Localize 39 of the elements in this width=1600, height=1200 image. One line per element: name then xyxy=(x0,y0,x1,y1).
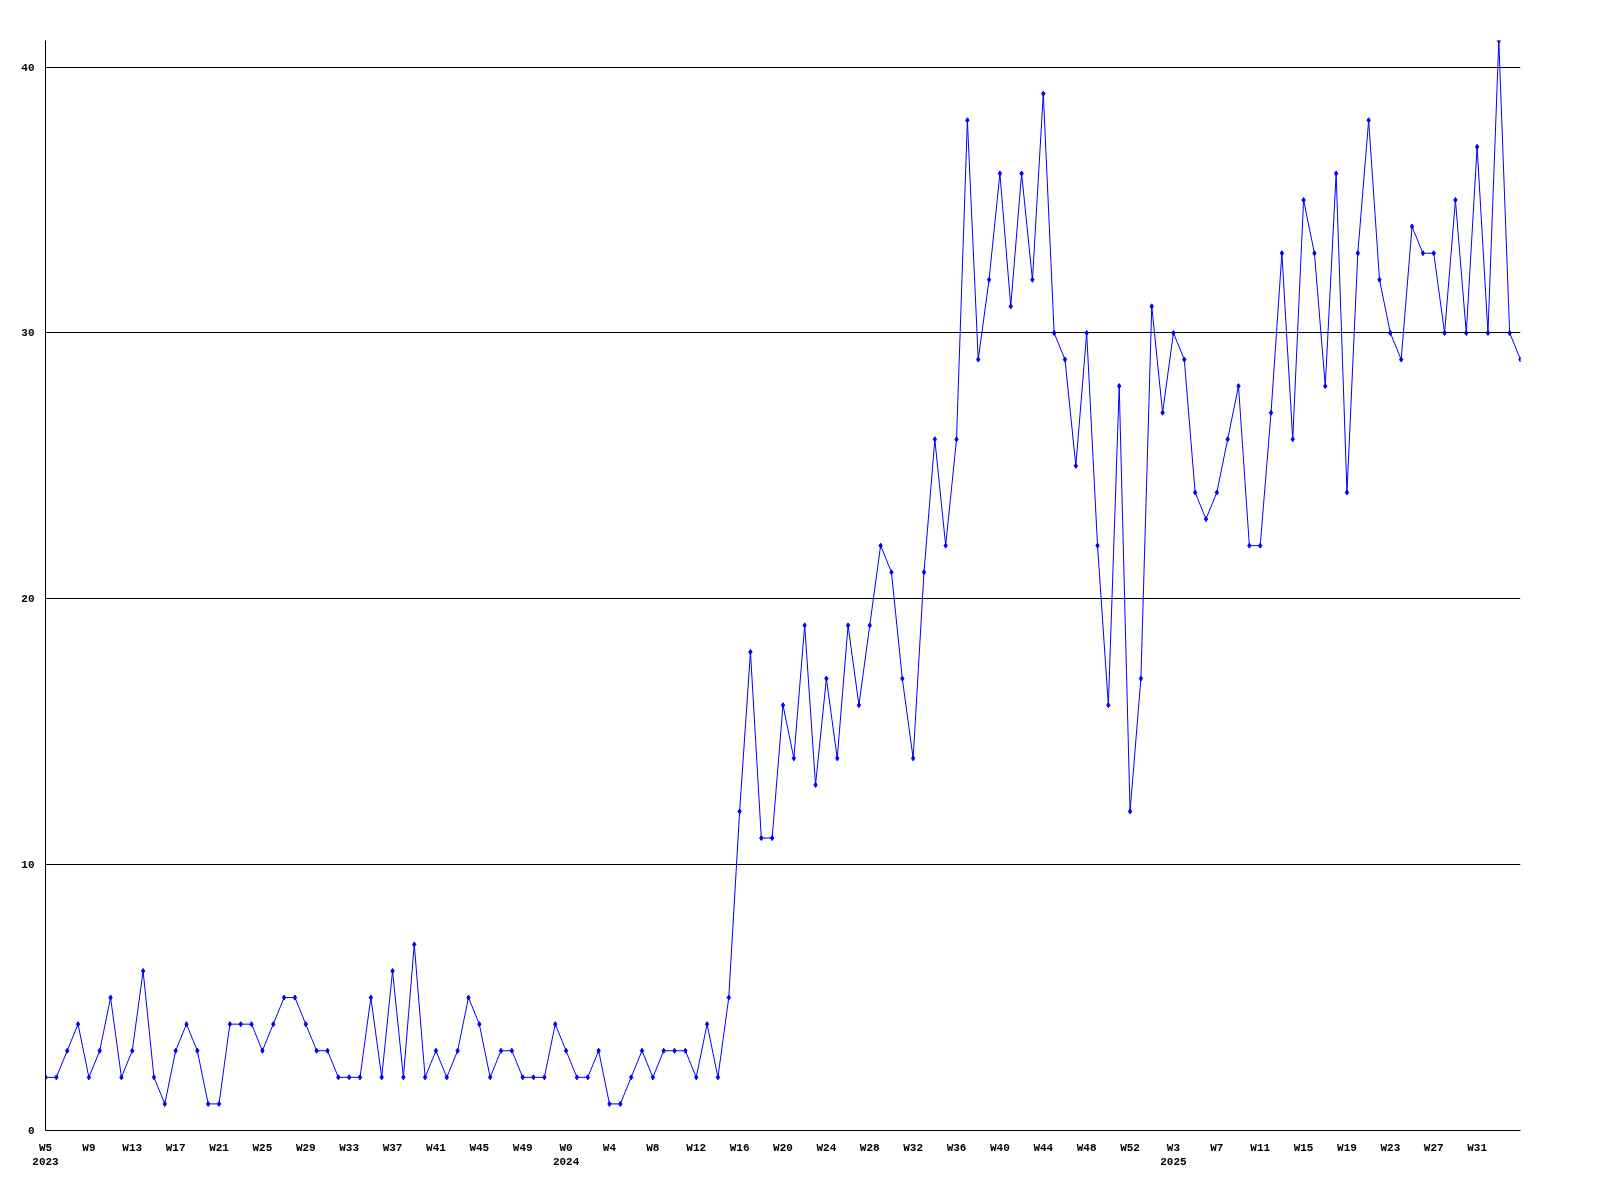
x-tick-label: W4 xyxy=(602,1141,617,1154)
y-tick-label: 0 xyxy=(27,1125,35,1137)
x-tick-label: W52 xyxy=(1120,1141,1140,1154)
y-tick-label: 30 xyxy=(21,327,35,340)
x-tick-label: W9 xyxy=(82,1141,96,1154)
x-tick-label: W37 xyxy=(382,1141,403,1154)
x-tick-label: W33 xyxy=(339,1141,360,1154)
x-tick-label: W48 xyxy=(1076,1141,1097,1154)
y-tick-label: 10 xyxy=(21,859,35,872)
x-tick-label: W13 xyxy=(122,1141,143,1154)
x-tick-label: W12 xyxy=(686,1141,707,1154)
x-tick-label: W40 xyxy=(990,1141,1010,1154)
x-tick-label: W36 xyxy=(946,1141,967,1154)
x-tick-label: W44 xyxy=(1033,1141,1054,1154)
x-tick-label: W16 xyxy=(729,1141,750,1154)
x-tick-label: W21 xyxy=(209,1141,230,1154)
x-tick-label: W8 xyxy=(646,1141,660,1154)
x-tick-label: W45 xyxy=(469,1141,490,1154)
x-tick-label: W41 xyxy=(426,1141,447,1154)
x-tick-label: W0 2024 xyxy=(552,1141,580,1168)
x-tick-label: W15 xyxy=(1293,1141,1314,1154)
x-tick-label: W23 xyxy=(1380,1141,1401,1154)
x-tick-label: W19 xyxy=(1337,1141,1357,1154)
x-tick-label: W3 2025 xyxy=(1160,1141,1188,1168)
x-tick-label: W31 xyxy=(1467,1141,1488,1154)
y-tick-label: 40 xyxy=(21,61,35,74)
x-tick-label: W25 xyxy=(252,1141,273,1154)
x-tick-label: W20 xyxy=(773,1141,793,1154)
x-tick-label: W49 xyxy=(512,1141,533,1154)
x-tick-label: W32 xyxy=(903,1141,924,1154)
x-tick-label: W11 xyxy=(1250,1141,1271,1154)
x-tick-label: W7 xyxy=(1210,1141,1224,1154)
x-tick-label: W29 xyxy=(295,1141,316,1154)
x-tick-label: W24 xyxy=(816,1141,837,1154)
x-tick-label: W17 xyxy=(165,1141,186,1154)
x-tick-label: W27 xyxy=(1423,1141,1444,1154)
x-tick-label: W5 2023 xyxy=(32,1141,60,1168)
y-tick-label: 20 xyxy=(21,593,35,606)
x-tick-label: W28 xyxy=(859,1141,881,1154)
